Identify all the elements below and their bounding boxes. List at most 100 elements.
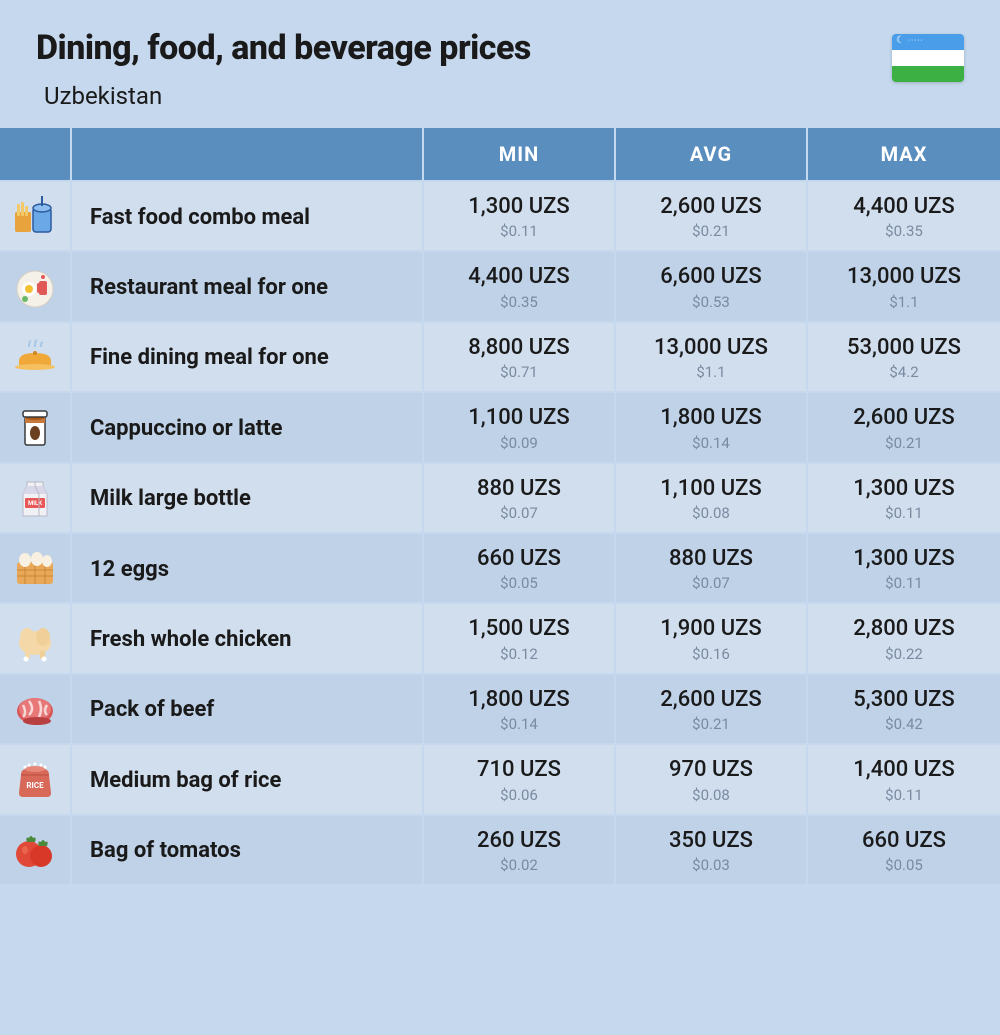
cell-min: 1,100 UZS $0.09 bbox=[424, 391, 616, 461]
cell-max: 1,400 UZS $0.11 bbox=[808, 743, 1000, 813]
table-row: Fine dining meal for one 8,800 UZS $0.71… bbox=[0, 321, 1000, 391]
row-label: Cappuccino or latte bbox=[72, 391, 424, 461]
price-local: 1,100 UZS bbox=[624, 476, 798, 502]
row-icon-cell bbox=[0, 180, 72, 250]
page-title: Dining, food, and beverage prices bbox=[36, 28, 892, 68]
price-usd: $0.42 bbox=[816, 715, 992, 733]
table-row: Cappuccino or latte 1,100 UZS $0.09 1,80… bbox=[0, 391, 1000, 461]
row-label: Bag of tomatos bbox=[72, 814, 424, 884]
chicken-icon bbox=[11, 615, 59, 663]
price-usd: $0.03 bbox=[624, 856, 798, 874]
row-icon-cell bbox=[0, 673, 72, 743]
row-label: Fresh whole chicken bbox=[72, 602, 424, 672]
price-usd: $0.11 bbox=[432, 222, 606, 240]
header: Dining, food, and beverage prices Uzbeki… bbox=[0, 0, 1000, 128]
cell-min: 710 UZS $0.06 bbox=[424, 743, 616, 813]
price-local: 2,600 UZS bbox=[624, 687, 798, 713]
price-local: 1,900 UZS bbox=[624, 616, 798, 642]
price-local: 1,400 UZS bbox=[816, 757, 992, 783]
price-usd: $4.2 bbox=[816, 363, 992, 381]
row-icon-cell bbox=[0, 391, 72, 461]
price-usd: $0.11 bbox=[816, 574, 992, 592]
cell-min: 8,800 UZS $0.71 bbox=[424, 321, 616, 391]
row-icon-cell bbox=[0, 602, 72, 672]
price-usd: $0.11 bbox=[816, 504, 992, 522]
price-local: 6,600 UZS bbox=[624, 264, 798, 290]
col-icon bbox=[0, 128, 72, 180]
rice-icon bbox=[11, 755, 59, 803]
cell-avg: 1,800 UZS $0.14 bbox=[616, 391, 808, 461]
row-icon-cell bbox=[0, 462, 72, 532]
price-usd: $0.02 bbox=[432, 856, 606, 874]
table-row: Restaurant meal for one 4,400 UZS $0.35 … bbox=[0, 250, 1000, 320]
price-local: 2,600 UZS bbox=[816, 405, 992, 431]
price-local: 260 UZS bbox=[432, 828, 606, 854]
cell-avg: 6,600 UZS $0.53 bbox=[616, 250, 808, 320]
price-local: 1,300 UZS bbox=[816, 546, 992, 572]
price-usd: $0.07 bbox=[432, 504, 606, 522]
price-local: 1,800 UZS bbox=[432, 687, 606, 713]
row-label: Fine dining meal for one bbox=[72, 321, 424, 391]
row-icon-cell bbox=[0, 250, 72, 320]
cell-min: 660 UZS $0.05 bbox=[424, 532, 616, 602]
price-usd: $0.06 bbox=[432, 786, 606, 804]
price-usd: $0.21 bbox=[624, 222, 798, 240]
cell-avg: 13,000 UZS $1.1 bbox=[616, 321, 808, 391]
cell-max: 13,000 UZS $1.1 bbox=[808, 250, 1000, 320]
header-text: Dining, food, and beverage prices Uzbeki… bbox=[36, 28, 892, 110]
page-subtitle: Uzbekistan bbox=[44, 82, 892, 110]
price-local: 660 UZS bbox=[432, 546, 606, 572]
cell-max: 660 UZS $0.05 bbox=[808, 814, 1000, 884]
table-row: Bag of tomatos 260 UZS $0.02 350 UZS $0.… bbox=[0, 814, 1000, 884]
price-usd: $1.1 bbox=[816, 293, 992, 311]
fine-dining-icon bbox=[11, 333, 59, 381]
price-local: 710 UZS bbox=[432, 757, 606, 783]
price-local: 8,800 UZS bbox=[432, 335, 606, 361]
price-usd: $0.08 bbox=[624, 504, 798, 522]
milk-icon bbox=[11, 474, 59, 522]
price-usd: $0.53 bbox=[624, 293, 798, 311]
price-local: 350 UZS bbox=[624, 828, 798, 854]
price-local: 970 UZS bbox=[624, 757, 798, 783]
price-local: 4,400 UZS bbox=[816, 194, 992, 220]
price-usd: $0.09 bbox=[432, 434, 606, 452]
cell-avg: 2,600 UZS $0.21 bbox=[616, 673, 808, 743]
cell-avg: 970 UZS $0.08 bbox=[616, 743, 808, 813]
price-usd: $0.35 bbox=[816, 222, 992, 240]
fast-food-icon bbox=[11, 192, 59, 240]
row-icon-cell bbox=[0, 814, 72, 884]
beef-icon bbox=[11, 685, 59, 733]
price-local: 880 UZS bbox=[624, 546, 798, 572]
price-local: 5,300 UZS bbox=[816, 687, 992, 713]
row-label: Milk large bottle bbox=[72, 462, 424, 532]
cell-max: 4,400 UZS $0.35 bbox=[808, 180, 1000, 250]
price-usd: $0.05 bbox=[816, 856, 992, 874]
cell-max: 2,800 UZS $0.22 bbox=[808, 602, 1000, 672]
price-usd: $0.71 bbox=[432, 363, 606, 381]
cell-min: 1,800 UZS $0.14 bbox=[424, 673, 616, 743]
row-label: Pack of beef bbox=[72, 673, 424, 743]
price-local: 13,000 UZS bbox=[624, 335, 798, 361]
row-label: 12 eggs bbox=[72, 532, 424, 602]
col-avg: AVG bbox=[616, 128, 808, 180]
price-local: 1,300 UZS bbox=[432, 194, 606, 220]
row-icon-cell bbox=[0, 743, 72, 813]
price-local: 53,000 UZS bbox=[816, 335, 992, 361]
price-local: 1,100 UZS bbox=[432, 405, 606, 431]
col-max: MAX bbox=[808, 128, 1000, 180]
cell-min: 4,400 UZS $0.35 bbox=[424, 250, 616, 320]
price-usd: $0.16 bbox=[624, 645, 798, 663]
cell-min: 880 UZS $0.07 bbox=[424, 462, 616, 532]
price-usd: $0.21 bbox=[624, 715, 798, 733]
price-usd: $1.1 bbox=[624, 363, 798, 381]
coffee-icon bbox=[11, 403, 59, 451]
col-min: MIN bbox=[424, 128, 616, 180]
row-label: Fast food combo meal bbox=[72, 180, 424, 250]
table-row: Medium bag of rice 710 UZS $0.06 970 UZS… bbox=[0, 743, 1000, 813]
cell-avg: 350 UZS $0.03 bbox=[616, 814, 808, 884]
row-label: Restaurant meal for one bbox=[72, 250, 424, 320]
price-usd: $0.22 bbox=[816, 645, 992, 663]
price-local: 13,000 UZS bbox=[816, 264, 992, 290]
cell-min: 1,300 UZS $0.11 bbox=[424, 180, 616, 250]
cell-max: 1,300 UZS $0.11 bbox=[808, 462, 1000, 532]
